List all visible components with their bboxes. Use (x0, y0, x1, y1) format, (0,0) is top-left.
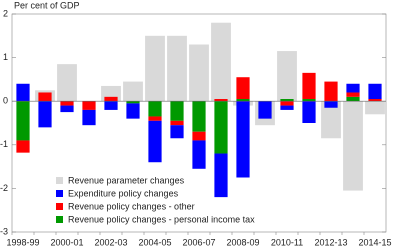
bar (38, 101, 52, 128)
bar (170, 125, 184, 139)
bar (280, 101, 294, 106)
y-tick-label: -3 (0, 226, 8, 236)
legend-label: Revenue policy changes - personal income… (68, 214, 255, 224)
bar (280, 99, 294, 102)
bar (148, 120, 162, 163)
bar (236, 101, 250, 178)
x-tick-label: 2014-15 (358, 237, 391, 247)
bar (38, 92, 52, 102)
bar (104, 96, 118, 102)
x-tick-label: 2010-11 (271, 237, 303, 247)
legend-label: Revenue parameter changes (68, 175, 185, 185)
bar (57, 64, 77, 102)
bar (302, 72, 316, 100)
bar (236, 77, 250, 100)
y-tick-label: 2 (3, 8, 8, 18)
bar (82, 101, 96, 110)
bar (365, 101, 385, 115)
bar (145, 35, 165, 102)
bar (368, 83, 382, 100)
legend-swatch (56, 203, 63, 210)
bar (236, 99, 250, 102)
y-tick-label: 0 (3, 96, 8, 106)
bar (82, 109, 96, 126)
bar (368, 99, 382, 102)
x-tick-label: 2008-09 (226, 237, 259, 247)
bar (104, 101, 118, 110)
bar (16, 140, 30, 153)
bar (258, 101, 272, 119)
bar (321, 101, 341, 139)
y-axis-label: Per cent of GDP (14, 0, 80, 10)
bar (148, 101, 162, 117)
bar (346, 92, 360, 97)
bar (170, 101, 184, 121)
bar (192, 140, 206, 169)
bar (214, 99, 228, 102)
plot-frame (11, 13, 387, 233)
bar (280, 105, 294, 110)
legend-swatch (56, 190, 63, 197)
bar (324, 81, 338, 102)
bar (214, 153, 228, 198)
legend-swatch (56, 216, 63, 223)
bar (346, 83, 360, 93)
bar (211, 22, 231, 102)
bar (60, 101, 74, 106)
x-tick-label: 1998-99 (6, 237, 39, 247)
bar (126, 101, 140, 104)
legend-label: Revenue policy changes - other (68, 201, 195, 211)
bar (16, 101, 30, 141)
bar (302, 99, 316, 102)
y-tick-label: 1 (3, 52, 8, 62)
bar (126, 103, 140, 119)
bar (148, 116, 162, 121)
bar (302, 101, 316, 123)
x-tick-label: 2006-07 (182, 237, 215, 247)
legend-swatch (56, 177, 63, 184)
bar (60, 105, 74, 113)
bar (277, 51, 297, 102)
bar (324, 101, 338, 108)
x-tick-label: 2002-03 (94, 237, 127, 247)
bar (343, 101, 363, 191)
x-tick-label: 2000-01 (50, 237, 83, 247)
bar (170, 120, 184, 126)
legend-label: Expenditure policy changes (68, 188, 179, 198)
bar (192, 101, 206, 132)
y-tick-label: -1 (0, 139, 8, 149)
x-tick-label: 2004-05 (138, 237, 171, 247)
bar (167, 35, 187, 102)
bar (192, 131, 206, 141)
bar (214, 101, 228, 154)
bar (189, 44, 209, 102)
y-tick-label: -2 (0, 183, 8, 193)
bar (346, 96, 360, 102)
x-tick-label: 2012-13 (314, 237, 347, 247)
bar (16, 83, 30, 102)
bar (123, 81, 143, 102)
